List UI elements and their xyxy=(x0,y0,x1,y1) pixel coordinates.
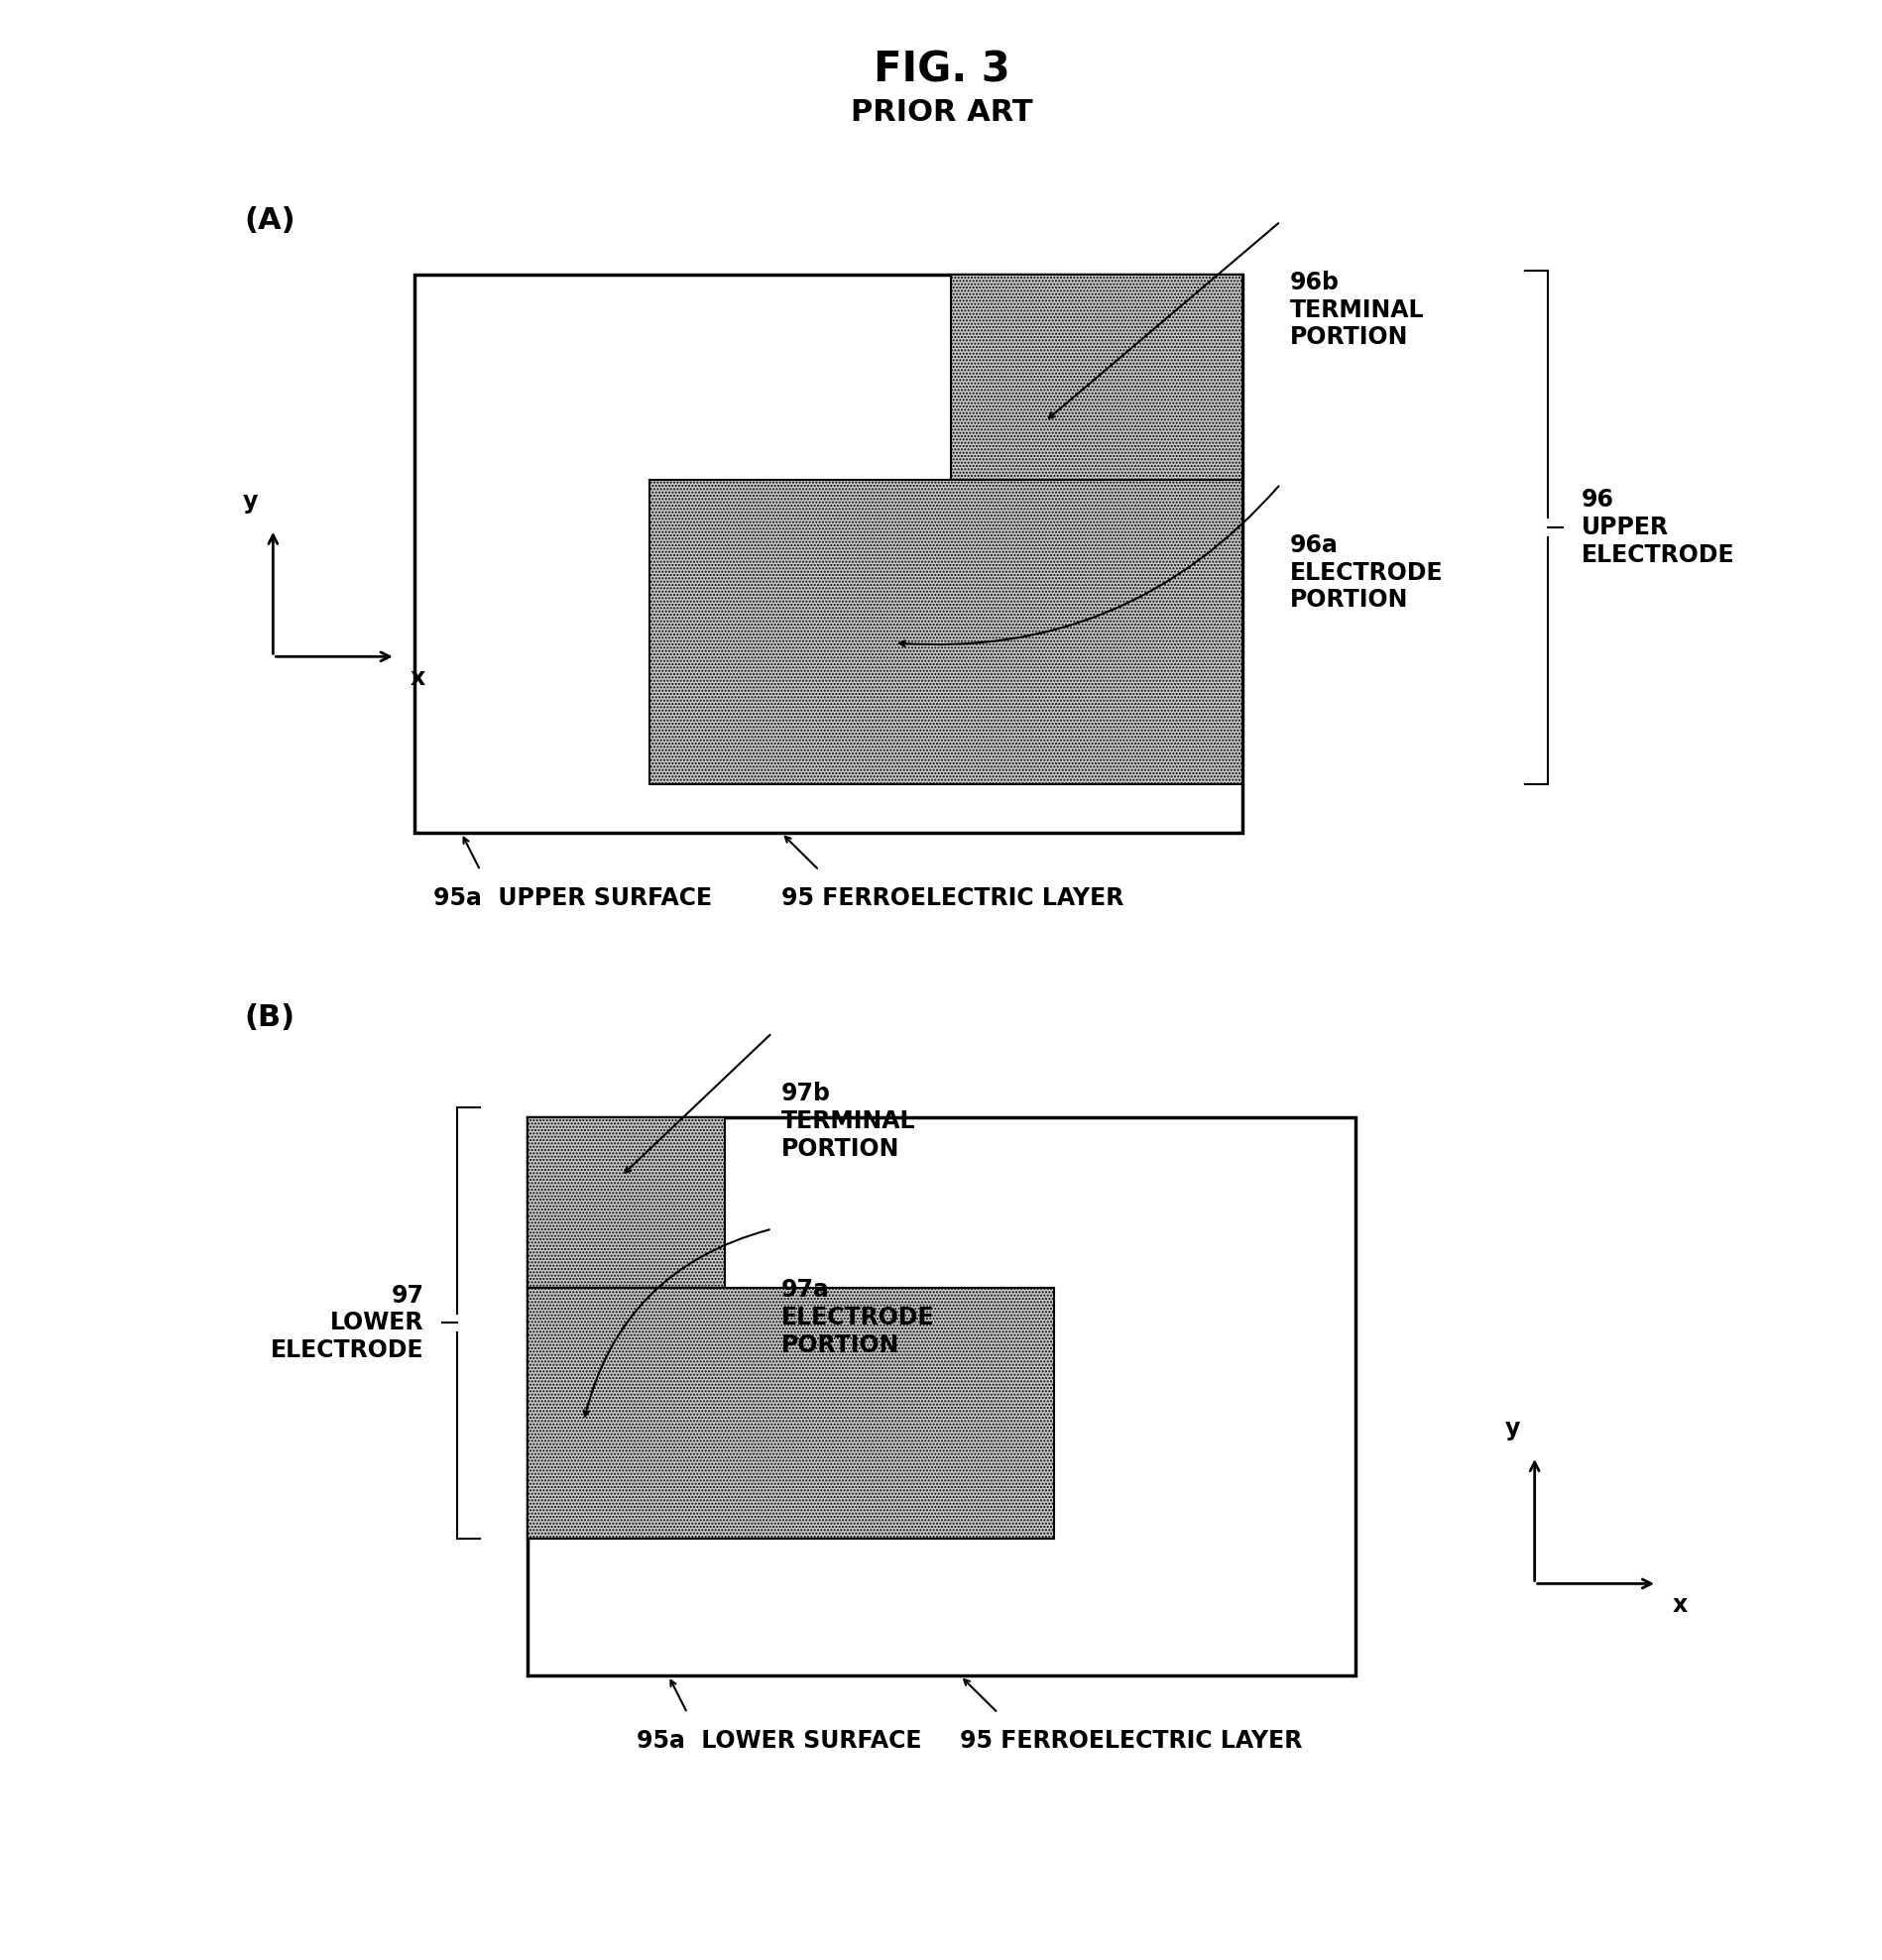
Text: (B): (B) xyxy=(245,1004,295,1033)
Bar xyxy=(414,274,1242,833)
Text: y: y xyxy=(1504,1417,1519,1441)
Text: x: x xyxy=(410,666,425,690)
Text: x: x xyxy=(1671,1593,1686,1617)
Text: 97
LOWER
ELECTRODE: 97 LOWER ELECTRODE xyxy=(271,1284,423,1362)
Text: 97a
ELECTRODE
PORTION: 97a ELECTRODE PORTION xyxy=(781,1278,933,1356)
Text: 95 FERROELECTRIC LAYER: 95 FERROELECTRIC LAYER xyxy=(960,1729,1302,1752)
Text: PRIOR ART: PRIOR ART xyxy=(851,98,1031,127)
Text: 95a  UPPER SURFACE: 95a UPPER SURFACE xyxy=(433,886,711,909)
Text: FIG. 3: FIG. 3 xyxy=(873,49,1009,90)
Bar xyxy=(649,480,1242,784)
Text: 96b
TERMINAL
PORTION: 96b TERMINAL PORTION xyxy=(1289,270,1423,349)
Bar xyxy=(950,274,1242,519)
Text: 95 FERROELECTRIC LAYER: 95 FERROELECTRIC LAYER xyxy=(781,886,1124,909)
Text: 97b
TERMINAL
PORTION: 97b TERMINAL PORTION xyxy=(781,1082,915,1160)
Text: 96
UPPER
ELECTRODE: 96 UPPER ELECTRODE xyxy=(1581,488,1733,566)
Bar xyxy=(527,1117,725,1294)
Text: (A): (A) xyxy=(245,206,295,235)
Bar xyxy=(527,1288,1054,1539)
Bar xyxy=(527,1117,1355,1676)
Text: 96a
ELECTRODE
PORTION: 96a ELECTRODE PORTION xyxy=(1289,533,1442,612)
Text: 95a  LOWER SURFACE: 95a LOWER SURFACE xyxy=(636,1729,920,1752)
Text: y: y xyxy=(243,490,258,514)
